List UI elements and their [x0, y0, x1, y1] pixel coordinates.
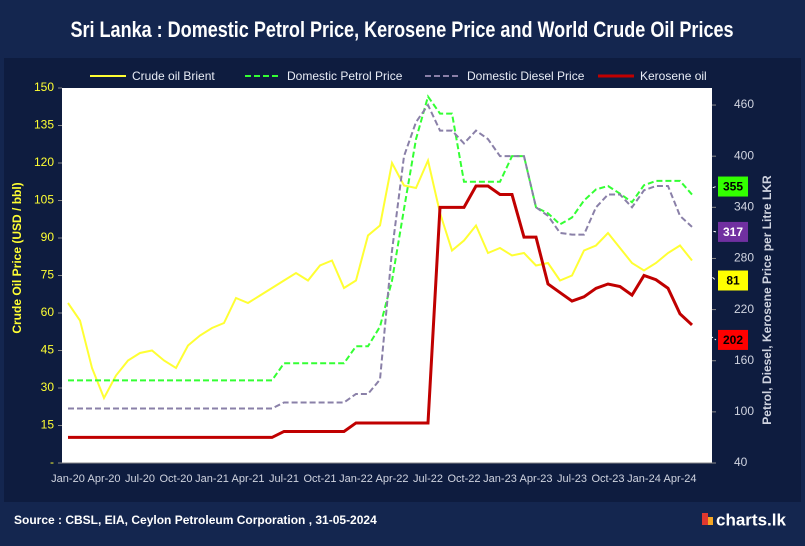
- x-tick-label: Jan-21: [195, 473, 229, 485]
- source-note: Source : CBSL, EIA, Ceylon Petroleum Cor…: [14, 513, 377, 527]
- y2-tick-label: 160: [734, 353, 754, 367]
- y-tick-label: 45: [41, 343, 55, 357]
- label-leader: [693, 186, 717, 196]
- x-tick-label: Jul-23: [557, 473, 587, 485]
- value-label: 317: [723, 225, 743, 239]
- y-tick-label: 120: [34, 155, 54, 169]
- x-tick-label: Oct-23: [591, 473, 624, 485]
- plot-area: [62, 88, 712, 463]
- label-leader: [693, 226, 717, 233]
- x-tick-label: Jan-22: [339, 473, 373, 485]
- y2-tick-label: 100: [734, 404, 754, 418]
- y-tick-label: 90: [41, 230, 55, 244]
- y-tick-label: 30: [41, 380, 55, 394]
- x-tick-label: Oct-22: [447, 473, 480, 485]
- x-tick-label: Apr-20: [87, 473, 120, 485]
- y-tick-label: -: [50, 455, 54, 469]
- legend-label: Crude oil Brient: [132, 69, 215, 83]
- series-line: [68, 94, 693, 382]
- x-tick-label: Jul-22: [413, 473, 443, 485]
- value-label-box: [718, 270, 748, 291]
- x-tick-label: Oct-20: [159, 473, 192, 485]
- y-tick-label: 105: [34, 193, 54, 207]
- x-tick-label: Jan-23: [483, 473, 517, 485]
- value-label-box: [718, 176, 748, 197]
- value-label-box: [718, 221, 748, 242]
- x-tick-label: Apr-23: [519, 473, 552, 485]
- series-line: [68, 103, 693, 410]
- y2-axis-title: Petrol, Diesel, Kerosene Price per Litre…: [760, 175, 774, 425]
- series-line: [67, 157, 693, 401]
- y2-tick-label: 280: [734, 251, 754, 265]
- value-label: 202: [723, 333, 743, 347]
- x-tick-label: Jan-24: [627, 473, 661, 485]
- x-tick-label: Apr-24: [663, 473, 696, 485]
- y2-tick-label: 40: [734, 455, 748, 469]
- series-line: [68, 184, 694, 439]
- y-axis-title: Crude Oil Price (USD / bbl): [10, 182, 24, 333]
- y2-tick-label: 400: [734, 148, 754, 162]
- y2-tick-label: 460: [734, 97, 754, 111]
- x-tick-label: Jul-21: [269, 473, 299, 485]
- x-tick-label: Jan-20: [51, 473, 85, 485]
- logo-icon: [702, 513, 708, 525]
- value-label: 81: [726, 274, 740, 288]
- y-tick-label: 150: [34, 80, 54, 94]
- x-tick-label: Oct-21: [303, 473, 336, 485]
- legend-label: Domestic Diesel Price: [467, 69, 585, 83]
- legend-label: Kerosene oil: [640, 69, 707, 83]
- x-tick-label: Apr-22: [375, 473, 408, 485]
- y-tick-label: 60: [41, 305, 55, 319]
- y-tick-label: 15: [41, 418, 55, 432]
- value-label-box: [718, 329, 748, 350]
- logo-icon: [708, 517, 713, 525]
- value-label: 355: [723, 180, 743, 194]
- x-tick-label: Jul-20: [125, 473, 155, 485]
- chart-title: Sri Lanka : Domestic Petrol Price, Keros…: [70, 18, 733, 42]
- y2-tick-label: 220: [734, 302, 754, 316]
- x-tick-label: Apr-21: [231, 473, 264, 485]
- y2-tick-label: 340: [734, 199, 754, 213]
- legend-label: Domestic Petrol Price: [287, 69, 403, 83]
- logo: charts.lk: [716, 510, 786, 529]
- label-leader: [693, 324, 717, 341]
- y-tick-label: 135: [34, 118, 54, 132]
- y-tick-label: 75: [41, 268, 55, 282]
